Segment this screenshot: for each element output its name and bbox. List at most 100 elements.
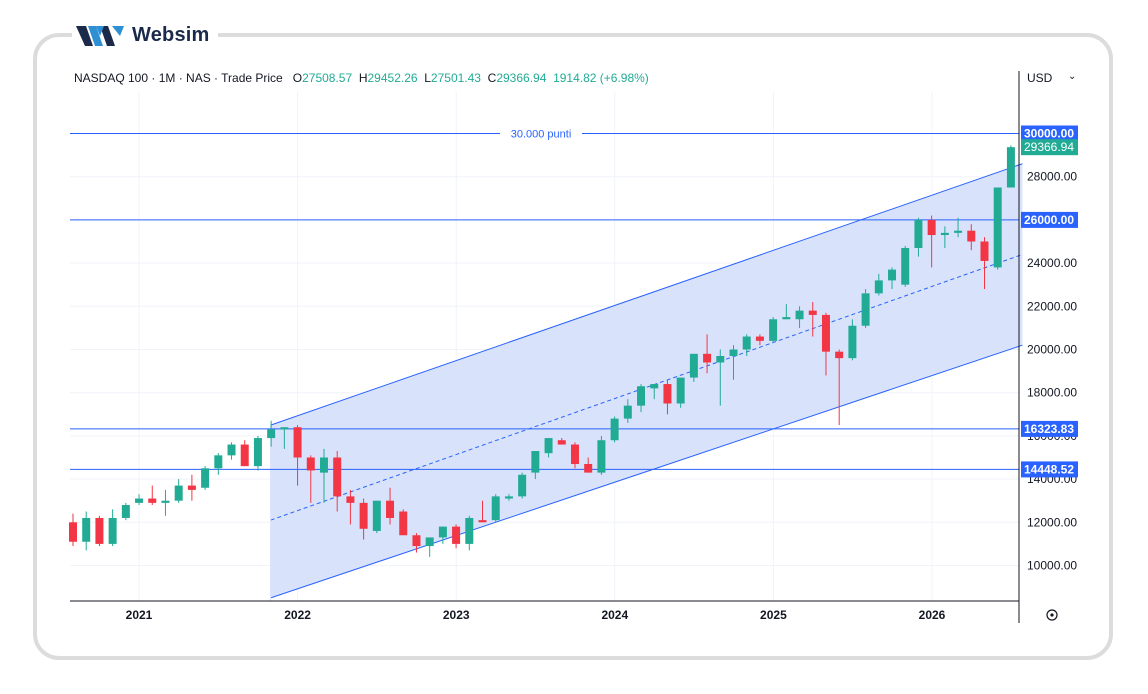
candle (240, 440, 249, 467)
candle (795, 306, 804, 328)
candle (808, 301, 817, 337)
candle (888, 267, 897, 290)
low-label: L (424, 71, 431, 85)
price-badge (1021, 461, 1078, 478)
x-tick-label: 2021 (126, 608, 153, 622)
candle (954, 217, 963, 238)
candles (69, 145, 1015, 557)
candle (359, 498, 368, 540)
candle-body (954, 230, 963, 233)
candle (174, 479, 183, 503)
candle-body (319, 457, 328, 473)
hline-annotation: 30.000 punti (511, 129, 572, 141)
candle (544, 438, 553, 458)
candle (504, 494, 513, 501)
price-badge-label: 14448.52 (1024, 462, 1074, 476)
candle-body (993, 187, 1002, 268)
candle (729, 345, 738, 380)
candle-body (504, 496, 513, 499)
candle (782, 304, 791, 320)
candle-body (227, 444, 236, 456)
candle (161, 489, 170, 516)
chevron-down-icon[interactable]: ⌄ (1068, 71, 1077, 82)
candle-body (491, 496, 500, 521)
candle (319, 448, 328, 503)
candle (980, 237, 989, 290)
y-tick-label: 24000.00 (1027, 256, 1077, 270)
candle (201, 466, 210, 490)
price-badge-label: 26000.00 (1024, 213, 1074, 227)
x-tick-label: 2025 (760, 608, 787, 622)
candle-body (557, 440, 566, 445)
candle-body (425, 537, 434, 547)
last-price-badge (1021, 139, 1078, 156)
candle-body (438, 526, 447, 538)
candle-body (280, 427, 289, 430)
candle (187, 474, 196, 501)
high-label: H (358, 71, 368, 85)
candle-body (148, 498, 157, 503)
candle (1006, 145, 1015, 188)
candle (993, 187, 1002, 270)
low-value: 27501.43 (430, 71, 481, 85)
channel-upper-line (270, 163, 1023, 426)
candle (940, 226, 949, 248)
candle (967, 224, 976, 251)
candle (901, 245, 910, 287)
candle (610, 416, 619, 443)
candle-body (359, 502, 368, 529)
currency-selector[interactable]: USD (1027, 71, 1053, 85)
settings-icon[interactable] (1046, 609, 1058, 621)
candle (703, 334, 712, 374)
candle (835, 349, 844, 426)
candle-body (729, 349, 738, 356)
candle (108, 509, 117, 547)
candle (637, 384, 646, 413)
websim-logo: Websim (72, 20, 218, 50)
candle-body (121, 505, 130, 518)
candle (148, 485, 157, 506)
candle-body (412, 535, 421, 547)
candle (874, 273, 883, 296)
candle-body (478, 520, 487, 523)
candle-body (544, 438, 553, 454)
regression-channel (270, 163, 1023, 601)
candle-body (835, 351, 844, 359)
candle (478, 500, 487, 523)
candle (755, 334, 764, 346)
candle (214, 453, 223, 475)
y-tick-label: 20000.00 (1027, 343, 1077, 357)
candle (253, 435, 262, 471)
candle (135, 494, 144, 506)
close-value: 29366.94 (496, 71, 547, 85)
candle (742, 334, 751, 356)
candle (346, 489, 355, 525)
candle (491, 494, 500, 523)
candle (267, 420, 276, 447)
axes (70, 71, 1020, 623)
candle-body (187, 485, 196, 490)
candle-body (82, 517, 91, 542)
candle-body (848, 325, 857, 359)
candle-body (861, 293, 870, 326)
candle-body (531, 451, 540, 473)
candle-body (161, 500, 170, 503)
candle-body (597, 440, 606, 473)
candle (769, 317, 778, 344)
candle-body (610, 418, 619, 441)
x-tick-label: 2026 (919, 608, 946, 622)
candle-body (108, 517, 117, 544)
price-badge-label: 30000.00 (1024, 127, 1074, 141)
candle (399, 509, 408, 536)
y-tick-label: 10000.00 (1027, 559, 1077, 573)
y-tick-label: 18000.00 (1027, 386, 1077, 400)
candle-body (874, 280, 883, 294)
candle (438, 526, 447, 544)
candle-body (782, 317, 791, 320)
price-badges: 30000.00 26000.00 16323.83 14448.52 29366.94 (1021, 125, 1078, 478)
candle-body (650, 384, 659, 389)
y-tick-label: 22000.00 (1027, 299, 1077, 313)
websim-logo-icon (76, 26, 124, 46)
high-value: 29452.26 (367, 71, 418, 85)
